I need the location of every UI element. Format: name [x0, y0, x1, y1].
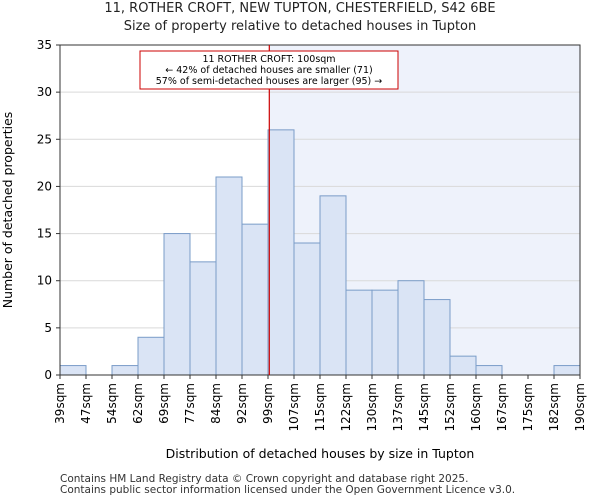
x-tick-label-152sqm: 152sqm	[443, 383, 457, 431]
x-tick-label-39sqm: 39sqm	[53, 383, 67, 424]
bar-137sqm	[397, 280, 425, 376]
chart-subtitle: Size of property relative to detached ho…	[123, 19, 477, 34]
bar-77sqm	[189, 261, 217, 376]
y-tick-label-5: 25	[37, 132, 52, 146]
footer-line-2: Contains public sector information licen…	[60, 484, 516, 496]
x-tick-label-62sqm: 62sqm	[131, 383, 145, 424]
y-tick-label-2: 10	[37, 274, 52, 288]
bar-69sqm	[163, 233, 191, 376]
y-tick-label-3: 15	[37, 227, 52, 241]
bar-115sqm	[319, 195, 347, 376]
x-tick-label-99sqm: 99sqm	[261, 383, 275, 424]
x-tick-label-182sqm: 182sqm	[547, 383, 561, 431]
y-tick-label-7: 35	[37, 38, 52, 52]
x-tick-label-160sqm: 160sqm	[469, 383, 483, 431]
x-tick-label-54sqm: 54sqm	[105, 383, 119, 424]
chart-title: 11, ROTHER CROFT, NEW TUPTON, CHESTERFIE…	[104, 1, 496, 16]
bar-182sqm	[553, 365, 581, 376]
bar-122sqm	[345, 289, 373, 376]
x-tick-label-175sqm: 175sqm	[521, 383, 535, 431]
x-tick-label-145sqm: 145sqm	[417, 383, 431, 431]
footer-line-1: Contains HM Land Registry data © Crown c…	[60, 473, 469, 485]
bar-84sqm	[215, 176, 243, 376]
x-tick-label-92sqm: 92sqm	[235, 383, 249, 424]
bar-92sqm	[241, 223, 269, 376]
x-tick-label-190sqm: 190sqm	[573, 383, 587, 431]
annotation-line-3: 57% of semi-detached houses are larger (…	[156, 76, 383, 87]
annotation-box	[139, 50, 399, 90]
annotation-line-2: ← 42% of detached houses are smaller (71…	[165, 65, 372, 76]
x-tick-label-137sqm: 137sqm	[391, 383, 405, 431]
bar-62sqm	[137, 336, 165, 376]
y-tick-label-4: 20	[37, 179, 52, 193]
y-tick-label-6: 30	[37, 85, 52, 99]
bar-99sqm	[267, 129, 295, 376]
x-tick-label-167sqm: 167sqm	[495, 383, 509, 431]
bar-107sqm	[293, 242, 321, 376]
x-tick-label-130sqm: 130sqm	[365, 383, 379, 431]
y-axis-label: Number of detached properties	[0, 112, 15, 309]
bar-39sqm	[59, 365, 87, 376]
y-tick-label-1: 5	[44, 321, 52, 335]
bar-160sqm	[475, 365, 503, 376]
x-tick-label-69sqm: 69sqm	[157, 383, 171, 424]
x-tick-label-77sqm: 77sqm	[183, 383, 197, 424]
y-tick-label-0: 0	[44, 368, 52, 382]
annotation-line-1: 11 ROTHER CROFT: 100sqm	[202, 54, 335, 65]
bar-152sqm	[449, 355, 477, 376]
bar-54sqm	[111, 365, 139, 376]
bar-130sqm	[371, 289, 399, 376]
x-tick-label-84sqm: 84sqm	[209, 383, 223, 424]
x-tick-label-122sqm: 122sqm	[339, 383, 353, 431]
x-tick-label-107sqm: 107sqm	[287, 383, 301, 431]
x-axis-label: Distribution of detached houses by size …	[166, 446, 475, 461]
x-tick-label-47sqm: 47sqm	[79, 383, 93, 424]
x-tick-label-115sqm: 115sqm	[313, 383, 327, 431]
bar-145sqm	[423, 299, 451, 376]
